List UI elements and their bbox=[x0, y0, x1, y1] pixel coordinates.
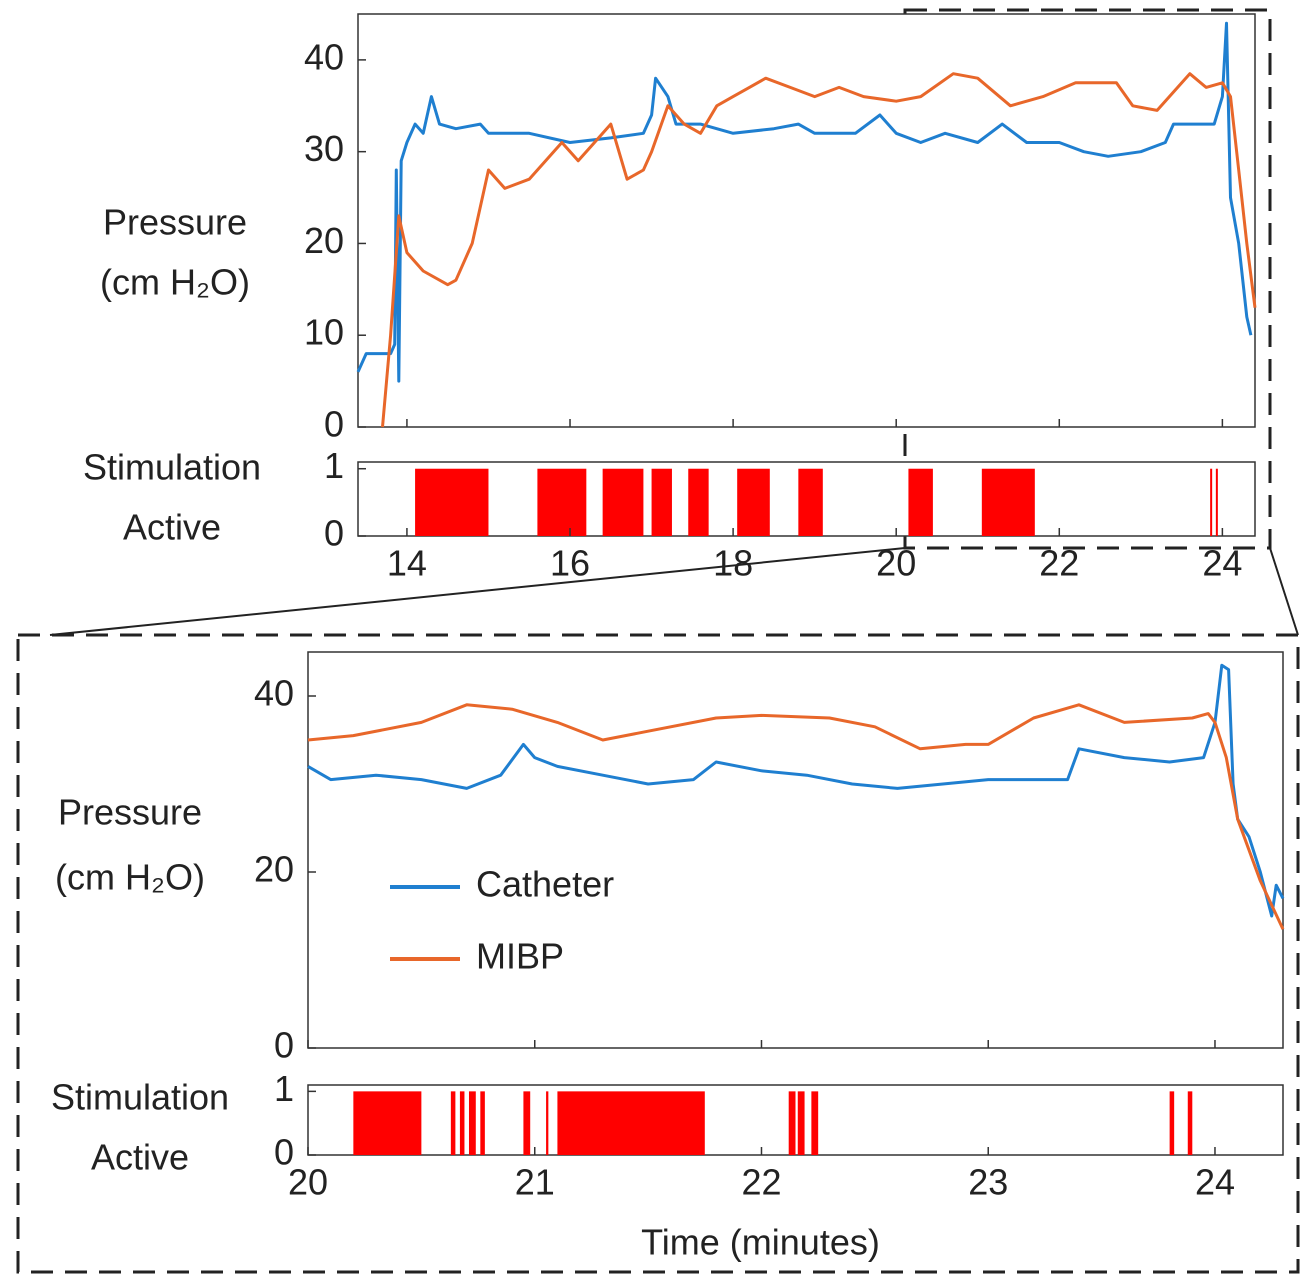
y-axis-label: Stimulation bbox=[83, 447, 261, 488]
y-tick-label: 0 bbox=[324, 513, 344, 554]
stimulation-bar bbox=[788, 1091, 796, 1155]
y-axis-label: Pressure bbox=[103, 202, 247, 243]
stimulation-bar bbox=[798, 468, 823, 536]
x-tick-label: 20 bbox=[876, 543, 916, 584]
plot-area bbox=[357, 13, 1256, 428]
stimulation-bar bbox=[651, 468, 672, 536]
plot-area bbox=[307, 651, 1284, 1049]
x-tick-label: 22 bbox=[1039, 543, 1079, 584]
x-tick-label: 16 bbox=[550, 543, 590, 584]
stimulation-bar bbox=[450, 1091, 456, 1155]
stimulation-bar bbox=[602, 468, 644, 536]
stimulation-bar bbox=[480, 1091, 485, 1155]
y-tick-label: 10 bbox=[304, 312, 344, 353]
y-axis-label: Active bbox=[91, 1137, 189, 1178]
y-tick-label: 1 bbox=[274, 1068, 294, 1109]
stimulation-bar bbox=[557, 1091, 705, 1155]
data-line bbox=[307, 703, 1285, 930]
y-axis-label: Stimulation bbox=[51, 1077, 229, 1118]
y-tick-label: 20 bbox=[304, 220, 344, 261]
y-axis-label: Active bbox=[123, 507, 221, 548]
y-tick-label: 20 bbox=[254, 849, 294, 890]
stimulation-bar bbox=[737, 468, 770, 536]
zoom-panel bbox=[16, 633, 1300, 1274]
x-tick-label: 21 bbox=[515, 1162, 555, 1203]
y-axis-label: (cm H₂O) bbox=[100, 262, 250, 303]
stimulation-bar bbox=[459, 1091, 465, 1155]
stimulation-bar bbox=[811, 1091, 819, 1155]
stimulation-bar bbox=[797, 1091, 805, 1155]
x-tick-label: 24 bbox=[1195, 1162, 1235, 1203]
stimulation-bar bbox=[415, 468, 489, 536]
y-axis-label: (cm H₂O) bbox=[55, 857, 205, 898]
stimulation-bar bbox=[981, 468, 1035, 536]
y-tick-label: 30 bbox=[304, 128, 344, 169]
stimulation-bar bbox=[688, 468, 709, 536]
stimulation-bar bbox=[908, 468, 933, 536]
stimulation-bar bbox=[1187, 1091, 1193, 1155]
x-tick-label: 22 bbox=[741, 1162, 781, 1203]
stimulation-bar bbox=[1210, 468, 1213, 536]
y-tick-label: 40 bbox=[304, 36, 344, 77]
data-line bbox=[356, 21, 1253, 383]
y-axis-label: Pressure bbox=[58, 792, 202, 833]
stimulation-bar bbox=[523, 1091, 531, 1155]
data-line bbox=[381, 72, 1257, 428]
x-axis-label: Time (minutes) bbox=[641, 1222, 880, 1263]
stimulation-bar bbox=[1169, 1091, 1175, 1155]
stimulation-bar bbox=[468, 1091, 476, 1155]
x-tick-label: 20 bbox=[288, 1162, 328, 1203]
legend-label: MIBP bbox=[476, 936, 564, 977]
x-tick-label: 18 bbox=[713, 543, 753, 584]
stimulation-bar bbox=[353, 1091, 422, 1155]
x-tick-label: 24 bbox=[1202, 543, 1242, 584]
stimulation-bar bbox=[537, 468, 587, 536]
y-tick-label: 40 bbox=[254, 673, 294, 714]
legend-label: Catheter bbox=[476, 864, 614, 905]
y-tick-label: 0 bbox=[274, 1025, 294, 1066]
stimulation-bar bbox=[1215, 468, 1218, 536]
x-tick-label: 14 bbox=[387, 543, 427, 584]
y-tick-label: 0 bbox=[274, 1132, 294, 1173]
x-tick-label: 23 bbox=[968, 1162, 1008, 1203]
stimulation-bar bbox=[546, 1091, 549, 1155]
y-tick-label: 0 bbox=[324, 404, 344, 445]
y-tick-label: 1 bbox=[324, 445, 344, 486]
zoom-connector bbox=[1269, 547, 1299, 636]
zoom-connector bbox=[49, 547, 906, 636]
